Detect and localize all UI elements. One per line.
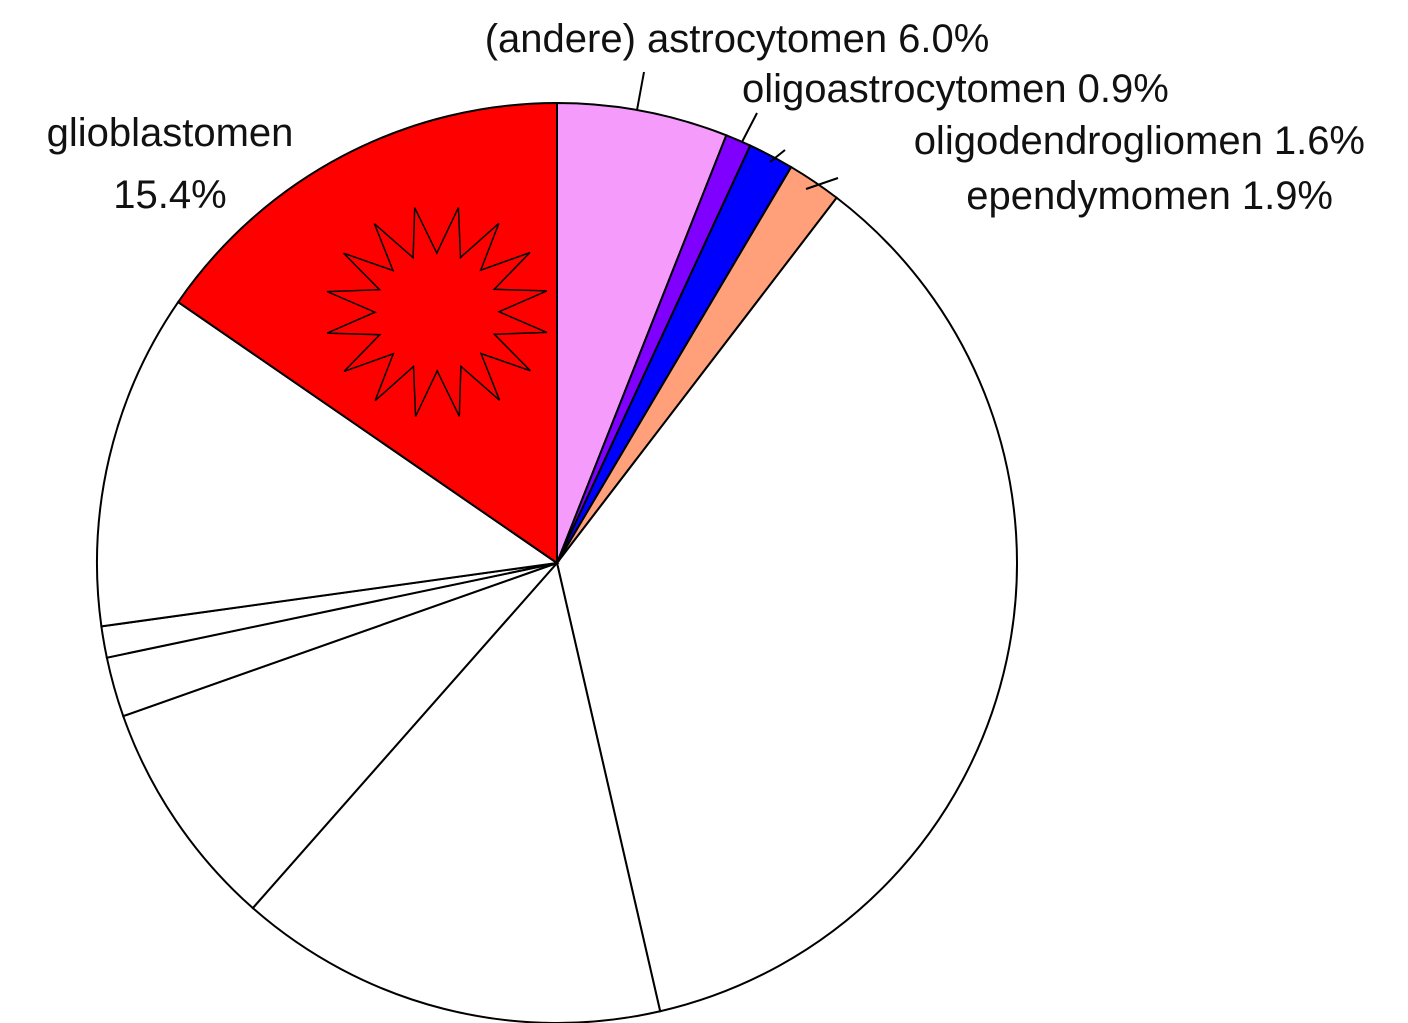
value-label: 1.6% xyxy=(1274,119,1365,163)
starburst xyxy=(326,207,548,417)
leader-line xyxy=(805,177,839,190)
category-label: ependymomen xyxy=(966,174,1231,218)
category-label: oligoastrocytomen xyxy=(742,67,1067,111)
leader-line xyxy=(769,149,786,163)
category-label: oligodendrogliomen xyxy=(914,119,1263,163)
category-label: glioblastomen xyxy=(47,111,294,155)
category-label: (andere) astrocytomen xyxy=(485,17,887,61)
pie-slice xyxy=(251,560,662,1023)
value-label: 6.0% xyxy=(898,17,989,61)
slice-label: ependymomen 1.9% xyxy=(966,174,1333,218)
slice-label: oligoastrocytomen 0.9% xyxy=(742,67,1169,111)
slice-label: glioblastomen 15.4% xyxy=(47,111,294,217)
labels: (andere) astrocytomen 6.0% oligoastrocytom… xyxy=(47,17,1365,218)
leader-line xyxy=(741,112,758,143)
value-label: 15.4% xyxy=(113,173,226,217)
pie-slice xyxy=(176,101,558,565)
leader-line xyxy=(636,71,645,111)
value-label: 1.9% xyxy=(1242,174,1333,218)
slice-label: oligodendrogliomen 1.6% xyxy=(914,119,1365,163)
value-label: 0.9% xyxy=(1078,67,1169,111)
pie-slice xyxy=(121,560,561,910)
slice-label: (andere) astrocytomen 6.0% xyxy=(485,17,990,61)
pie-slice xyxy=(96,300,560,628)
pie-slice xyxy=(556,101,728,564)
pie xyxy=(96,101,1018,1023)
pie-slice xyxy=(555,196,1018,1013)
